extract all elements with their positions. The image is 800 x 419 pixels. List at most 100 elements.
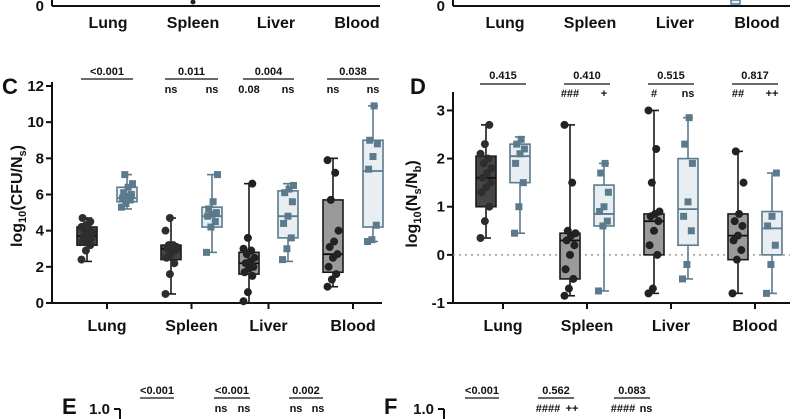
panel-c-circle-point	[331, 168, 340, 177]
panel-d-category-label: Lung	[483, 318, 522, 335]
panel-d-square-point	[604, 188, 612, 196]
panel-d-square-point	[595, 287, 602, 295]
panel-d-square-point	[771, 241, 779, 249]
top-right-cat-spleen: Spleen	[564, 15, 616, 32]
panel-c-sub-label: ns	[282, 84, 295, 96]
panel-d-square-point	[600, 203, 608, 211]
panel-c-ytick-label: 4	[36, 223, 45, 240]
panel-c-square-point	[365, 165, 373, 173]
panel-d-circle-point	[648, 284, 657, 293]
panel-c-category-label: Liver	[249, 318, 287, 335]
panel-d-circle-point	[645, 241, 654, 250]
panel-c-square-point	[364, 238, 371, 246]
top-left-cat-liver: Liver	[257, 15, 295, 32]
panel-c-circle-point	[326, 195, 335, 204]
panel-d-ytick-label: 2	[437, 151, 445, 168]
panel-c-square-point	[205, 205, 213, 213]
panel-d-sub-label: +	[601, 88, 607, 100]
panel-d-circle-point	[560, 291, 569, 300]
panel-c-circle-point	[243, 233, 252, 242]
top-left-spleen-point-tail	[190, 0, 196, 5]
panel-d-sub-label: ###	[561, 88, 579, 100]
panel-c-circle-point	[239, 244, 248, 253]
panel-d-circle-point	[571, 229, 580, 238]
panel-c-square-point	[280, 219, 288, 227]
panel-c-ytick-label: 6	[36, 187, 44, 204]
panel-c-square-point	[366, 136, 374, 144]
panel-c-circle-point	[330, 237, 339, 246]
panel-label-d: D	[410, 74, 426, 99]
panel-d-circle-point	[485, 120, 494, 129]
panel-c-square-point	[126, 196, 134, 204]
panel-d-ytick-label: -1	[432, 295, 445, 312]
panel-d-circle-point	[737, 246, 746, 255]
panel-c-circle-point	[323, 156, 332, 165]
panel-d-square-point	[516, 150, 524, 158]
panel-c-circle-point	[77, 255, 86, 264]
panel-label-e: E	[62, 394, 77, 419]
panel-d-p-value: 0.415	[489, 70, 517, 82]
panel-d-square-point	[685, 114, 693, 122]
panel-d-circle-point	[652, 144, 661, 153]
panel-d-circle-point	[570, 241, 579, 250]
panel-d-square-point	[687, 227, 695, 235]
panel-d-square-point	[512, 159, 520, 167]
top-right-cat-liver: Liver	[656, 15, 694, 32]
panel-d-sub-label: ##	[732, 88, 744, 100]
panel-e-p-3: 0.002	[292, 385, 320, 397]
panel-e-sub-3a: ns	[290, 403, 303, 415]
panel-c-ytick-label: 0	[36, 295, 44, 312]
panel-c-square-point	[373, 140, 381, 148]
panel-d-sub-label: #	[651, 88, 657, 100]
panel-c-square-point	[279, 256, 286, 264]
panel-c-sub-label: ns	[165, 84, 178, 96]
top-right-cat-blood: Blood	[734, 15, 779, 32]
panel-d-square-point	[684, 198, 692, 206]
panel-label-c: C	[2, 74, 18, 99]
panel-c-category-label: Blood	[330, 318, 375, 335]
panel-e-p-2: <0.001	[215, 385, 249, 397]
panel-c-ytick-label: 12	[27, 78, 44, 95]
panel-d-square-point	[597, 169, 605, 177]
panel-d-circle-point	[476, 234, 485, 243]
panel-d-square-point	[679, 275, 686, 283]
panel-f-sub-3a: ####	[611, 403, 635, 415]
panel-d-circle-point	[655, 207, 664, 216]
panel-d-circle-point	[561, 265, 570, 274]
panel-c-square-point	[209, 198, 217, 206]
panel-d-circle-point	[484, 154, 493, 163]
panel-d-circle-point	[653, 250, 662, 259]
panel-d-circle-point	[485, 202, 494, 211]
panel-d-circle-point	[566, 250, 574, 259]
panel-c-circle-point	[170, 259, 179, 268]
panel-d-square-point	[680, 212, 688, 220]
panel-label-f: F	[384, 394, 397, 419]
panel-c-circle-point	[78, 214, 87, 223]
panel-d-square-point	[764, 222, 772, 230]
panel-c-circle-point	[161, 226, 170, 235]
panel-c-circle-point	[86, 217, 95, 226]
panel-c-square-point	[284, 212, 292, 220]
panel-d-square-point	[596, 208, 604, 216]
panel-d-sub-label: ns	[682, 88, 695, 100]
panel-c-circle-point	[327, 275, 336, 284]
panel-c-circle-point	[81, 246, 90, 255]
panel-d-square-point	[511, 229, 518, 237]
panel-c-p-value: 0.038	[339, 66, 367, 78]
top-strip: 0 Lung Spleen Liver Blood 0 Lung Spleen …	[36, 0, 790, 32]
panel-d-square-point	[768, 212, 776, 220]
panel-d-sub-label: ++	[766, 88, 779, 100]
panel-d-square-point	[601, 159, 609, 167]
panel-c-square-point	[214, 171, 221, 179]
panel-f-tick: 1.0	[413, 401, 434, 418]
panel-d-square-point	[688, 159, 696, 167]
panel-c-category-label: Spleen	[165, 318, 217, 335]
panel-d-square-point	[603, 217, 611, 225]
panel-d-circle-point	[650, 226, 658, 235]
panel-f-sub-2b: ++	[566, 403, 579, 415]
panel-c-circle-point	[323, 282, 332, 291]
panel-d-circle-point	[728, 289, 737, 298]
panel-c-square-point	[287, 234, 295, 242]
panel-d-circle-point	[731, 147, 740, 156]
